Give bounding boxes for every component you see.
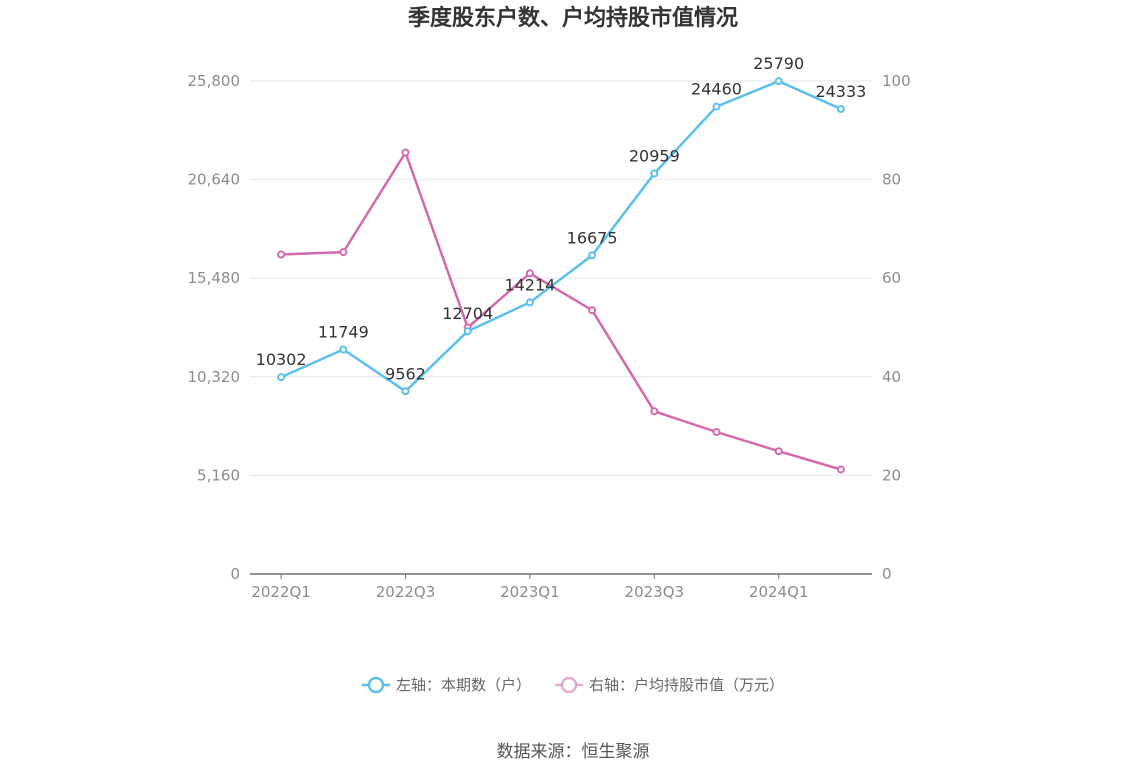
left-series-point — [401, 387, 410, 396]
legend-label: 右轴：户均持股市值（万元） — [589, 676, 784, 694]
right-axis-tick-label: 100 — [882, 72, 911, 90]
data-label: 12704 — [442, 304, 493, 323]
left-axis-tick-label: 10,320 — [188, 368, 241, 386]
left-series-point — [588, 251, 597, 260]
data-label: 11749 — [318, 322, 369, 341]
legend-label: 左轴：本期数（户） — [396, 676, 531, 694]
right-axis-tick-label: 80 — [882, 171, 901, 189]
x-axis-tick-label: 2023Q3 — [625, 583, 685, 601]
data-label: 25790 — [753, 54, 804, 73]
right-axis-tick-label: 0 — [882, 565, 892, 583]
right-series-point — [774, 447, 783, 456]
left-series-point — [277, 373, 286, 382]
data-label: 9562 — [385, 364, 426, 383]
right-series-point — [401, 148, 410, 157]
left-series-point — [836, 105, 845, 114]
left-series-point — [774, 77, 783, 86]
left-axis-tick-label: 15,480 — [188, 269, 241, 287]
right-series-point — [339, 248, 348, 257]
right-series-point — [525, 269, 534, 278]
left-series-point — [525, 298, 534, 307]
left-axis-tick-label: 5,160 — [197, 466, 240, 484]
legend: 左轴：本期数（户） 右轴：户均持股市值（万元） — [361, 676, 784, 694]
left-axis-tick-label: 0 — [230, 565, 240, 583]
left-series-line — [280, 79, 842, 393]
series-lines — [277, 77, 845, 474]
right-axis-tick-label: 40 — [882, 368, 901, 386]
right-series-point — [588, 306, 597, 315]
data-label: 14214 — [504, 275, 555, 294]
data-label: 24333 — [815, 82, 866, 101]
data-label: 24460 — [691, 80, 742, 99]
left-series-point — [463, 327, 472, 336]
axes: 0 0 5,160 20 10,320 40 15,480 60 20,640 80 25,800 1… — [188, 72, 911, 601]
right-series-point — [712, 428, 721, 437]
data-label: 10302 — [256, 350, 307, 369]
data-label: 16675 — [567, 228, 618, 247]
left-axis-tick-label: 20,640 — [188, 171, 241, 189]
right-series-line — [281, 151, 842, 471]
source-note: 数据来源：恒生聚源 — [497, 742, 650, 762]
left-series-point — [712, 102, 721, 111]
right-axis-tick-label: 20 — [882, 466, 901, 484]
data-labels: 10302 11749 9562 12704 14214 16675 20959 24460 2… — [256, 54, 867, 383]
chart-title: 季度股东户数、户均持股市值情况 — [408, 5, 738, 31]
right-series-point — [277, 250, 286, 259]
right-axis-tick-label: 60 — [882, 269, 901, 287]
left-axis-tick-label: 25,800 — [188, 72, 241, 90]
x-axis-tick-label: 2023Q1 — [500, 583, 560, 601]
x-axis-tick-label: 2022Q1 — [251, 583, 311, 601]
data-label: 20959 — [629, 147, 680, 166]
left-series-point — [339, 345, 348, 354]
x-axis-tick-label: 2022Q3 — [376, 583, 436, 601]
legend-marker — [367, 676, 385, 694]
right-series-point — [650, 407, 659, 416]
x-axis-tick-label: 2024Q1 — [749, 583, 809, 601]
legend-marker — [560, 676, 578, 694]
left-series-point — [650, 169, 659, 178]
right-series-point — [836, 465, 845, 474]
